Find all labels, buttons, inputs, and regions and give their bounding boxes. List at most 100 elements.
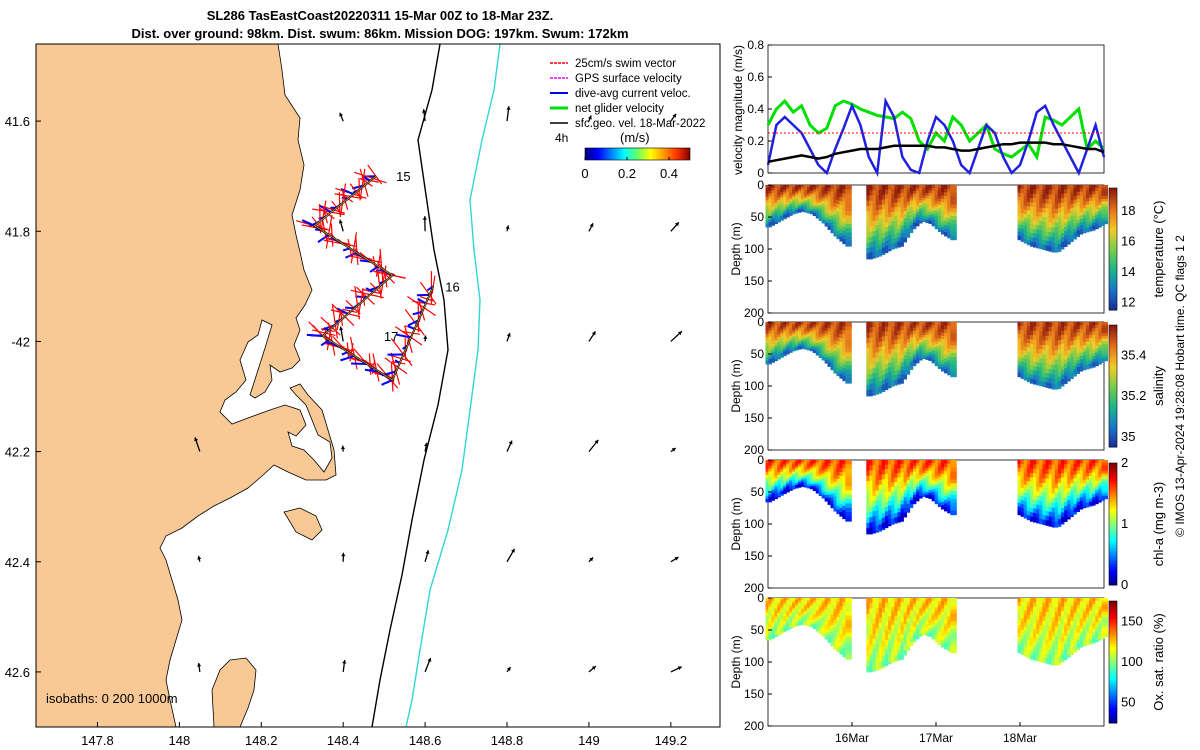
swim-vector	[354, 285, 359, 306]
profile-cell	[916, 632, 923, 637]
profile-cell	[950, 605, 957, 611]
profile-cell	[1067, 374, 1074, 379]
profile-cell	[1101, 324, 1108, 329]
colorbar-cell	[1109, 255, 1117, 259]
colorbar-cell	[1109, 407, 1117, 411]
colorbar-tick-label: 35.4	[1121, 348, 1146, 363]
swim-vector	[362, 292, 365, 301]
velocity-vector-field	[194, 106, 683, 673]
colorbar-cell	[1109, 218, 1117, 223]
colorbar-unit: (m/s)	[620, 130, 650, 145]
colorbar-cell	[1109, 524, 1117, 528]
colorbar-cell	[1109, 191, 1117, 195]
velocity-arrowhead	[197, 555, 202, 560]
profile-cell	[1101, 332, 1108, 337]
y-tick-label: -42	[11, 334, 30, 349]
swim-vector	[342, 308, 352, 312]
profile-cell	[845, 606, 852, 612]
velocity-arrowhead	[342, 660, 347, 664]
legend-dive: dive-avg current veloc.	[550, 88, 691, 100]
colorbar-cell	[1109, 422, 1117, 427]
profile-cell	[950, 341, 957, 347]
colorbar-cell	[1109, 334, 1117, 338]
depth-tick-label: 0	[757, 453, 764, 467]
velocity-arrowhead	[591, 331, 596, 336]
profile-cell	[950, 483, 957, 488]
swim-vector	[325, 234, 330, 249]
velocity-ytick-label: 0.2	[747, 134, 764, 148]
profile-cell	[1073, 232, 1080, 237]
colorbar-cell	[1109, 215, 1117, 219]
profile-cell	[950, 196, 957, 202]
profile-cell	[906, 641, 914, 646]
colorbar-cell	[1109, 536, 1117, 540]
colorbar-cell	[1109, 236, 1117, 241]
x-tick-label: 148.2	[245, 733, 278, 748]
colorbar-cell	[1109, 499, 1117, 504]
swim-vector	[402, 330, 413, 334]
colorbar-cell	[1109, 358, 1117, 363]
colorbar-cell	[1109, 364, 1117, 369]
profile-cell	[950, 506, 957, 512]
profile-cell	[950, 200, 957, 206]
profile-cell	[845, 228, 852, 234]
colorbar-cell	[1109, 545, 1117, 549]
colorbar-cell	[1109, 490, 1117, 494]
figure-subtitle: Dist. over ground: 98km. Dist. swum: 86k…	[131, 26, 629, 41]
profile-cell	[912, 497, 920, 502]
colorbar-cell	[1109, 463, 1117, 467]
profile-cell	[950, 325, 957, 331]
velocity-arrowhead	[508, 440, 513, 445]
profile-cell	[845, 352, 852, 358]
velocity-arrowhead	[671, 447, 676, 452]
profile-cell	[845, 348, 852, 354]
colorbar-cell	[1109, 221, 1117, 226]
colorbar-cell	[1109, 376, 1117, 381]
swim-vector	[301, 224, 319, 229]
profile-cell	[845, 477, 852, 483]
swim-vector	[361, 168, 366, 188]
swim-vector	[376, 268, 381, 287]
swim-vector	[419, 296, 428, 300]
velocity-arrowhead	[424, 442, 429, 447]
profile-cell	[845, 202, 852, 208]
velocity-frame	[767, 44, 1105, 174]
colorbar-cell	[1109, 188, 1117, 192]
swim-vector	[341, 183, 347, 204]
depth-tick-label: 200	[744, 443, 764, 457]
profile-cell	[897, 241, 904, 247]
profile-cell	[950, 188, 957, 194]
velocity-arrowhead	[511, 548, 515, 553]
colorbar-cell	[1109, 328, 1117, 332]
velocity-panel[interactable]: 00.20.40.60.8 velocity magnitude (m/s)	[731, 38, 1106, 180]
profile-cell	[950, 356, 957, 362]
profile-cell	[950, 471, 957, 477]
colorbar-cell	[1109, 527, 1117, 531]
profile-cell	[950, 609, 957, 615]
velocity-arrowhead	[425, 550, 430, 555]
swim-vector	[331, 200, 338, 209]
profile-cell	[1101, 492, 1108, 497]
swim-vector	[347, 255, 368, 261]
colorbar-cell	[1109, 389, 1117, 393]
colorbar-cell	[1109, 291, 1117, 296]
y-tick-label: 41.8	[5, 224, 30, 239]
dive-vector	[317, 233, 330, 244]
swim-vector	[369, 282, 377, 290]
profile-cell	[845, 598, 852, 604]
swim-vector	[349, 183, 357, 193]
velocity-arrowhead	[341, 552, 346, 557]
swim-vector	[344, 200, 349, 210]
swim-vector	[366, 296, 375, 305]
colorbar-cell	[1109, 416, 1117, 421]
profile-cell	[912, 222, 920, 227]
depth-tick-label: 100	[744, 517, 764, 531]
profile-cell	[1070, 371, 1077, 377]
colorbar-cell	[1109, 197, 1117, 201]
swim-vector	[373, 291, 382, 295]
isobath-1000	[405, 44, 501, 727]
velocity-arrowhead	[589, 557, 594, 562]
